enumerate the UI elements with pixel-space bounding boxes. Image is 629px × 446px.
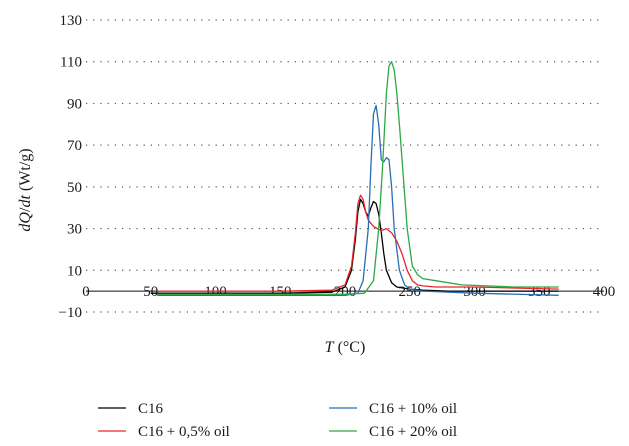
y-axis-label: dQ/dt (Wt/g) <box>17 148 34 231</box>
x-tick-label: 300 <box>463 284 486 300</box>
x-axis-label: T (°C) <box>325 339 366 356</box>
series-line-2 <box>157 104 559 296</box>
series-line-0 <box>150 198 559 294</box>
y-tick-label: 90 <box>67 96 82 112</box>
series-line-1 <box>157 194 559 292</box>
series-line-3 <box>157 61 559 295</box>
x-tick-label: 400 <box>593 284 616 300</box>
x-tick-labels: 0 50 100 150 200 250 300 350 400 <box>82 284 615 300</box>
y-tick-label: 50 <box>67 180 82 196</box>
legend-label-2: C16 + 10% oil <box>369 401 457 417</box>
y-tick-label: 10 <box>67 263 82 279</box>
legend-label-0: C16 <box>138 401 164 417</box>
legend: C16 C16 + 0,5% oil C16 + 10% oil C16 + 20% … <box>98 401 457 440</box>
y-tick-labels: −10 10 30 50 70 90 110 130 <box>59 13 82 321</box>
x-tick-label: 0 <box>82 284 90 300</box>
legend-label-1: C16 + 0,5% oil <box>138 424 230 440</box>
x-tick-label: 50 <box>143 284 158 300</box>
x-tick-label: 150 <box>269 284 292 300</box>
y-tick-label: −10 <box>59 305 82 321</box>
legend-label-3: C16 + 20% oil <box>369 424 457 440</box>
grid-lines <box>86 19 604 313</box>
x-tick-label: 100 <box>204 284 227 300</box>
series-lines <box>150 61 559 296</box>
y-tick-label: 70 <box>67 138 82 154</box>
x-tick-label: 200 <box>334 284 357 300</box>
x-tick-label: 250 <box>399 284 422 300</box>
y-tick-label: 130 <box>60 13 83 29</box>
y-tick-label: 30 <box>67 222 82 238</box>
y-tick-label: 110 <box>60 55 82 71</box>
